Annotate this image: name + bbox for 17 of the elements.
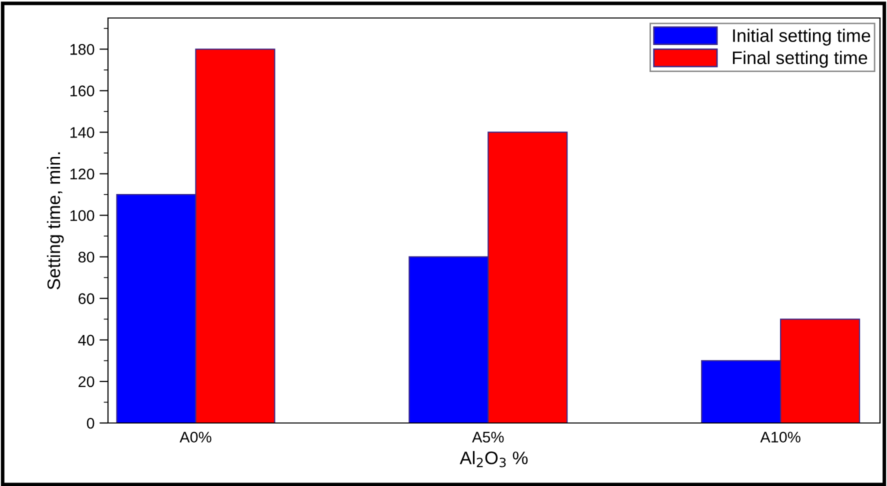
y-tick-label: 80 xyxy=(78,252,94,263)
y-tick-label: 140 xyxy=(70,127,94,138)
y-tick-label: 160 xyxy=(70,86,94,96)
y-tick-label: 60 xyxy=(78,293,94,304)
legend-label: Final setting time xyxy=(732,50,868,68)
x-tick-label: A10% xyxy=(760,432,800,443)
x-axis-title: Al$_{2}$O$_{3}$ % xyxy=(460,451,528,468)
x-tick-label: A5% xyxy=(472,432,504,443)
legend-label: Initial setting time xyxy=(733,28,870,46)
y-tick-label: 180 xyxy=(70,44,94,55)
x-tick-label: A0% xyxy=(180,432,212,443)
y-tick-label: 40 xyxy=(78,334,94,346)
y-tick-label: 100 xyxy=(70,210,94,221)
y-axis-title: Setting time, min. xyxy=(46,152,64,290)
y-tick-label: 20 xyxy=(78,376,94,388)
y-tick-label: 0 xyxy=(86,418,94,429)
y-tick-label: 120 xyxy=(70,168,94,180)
